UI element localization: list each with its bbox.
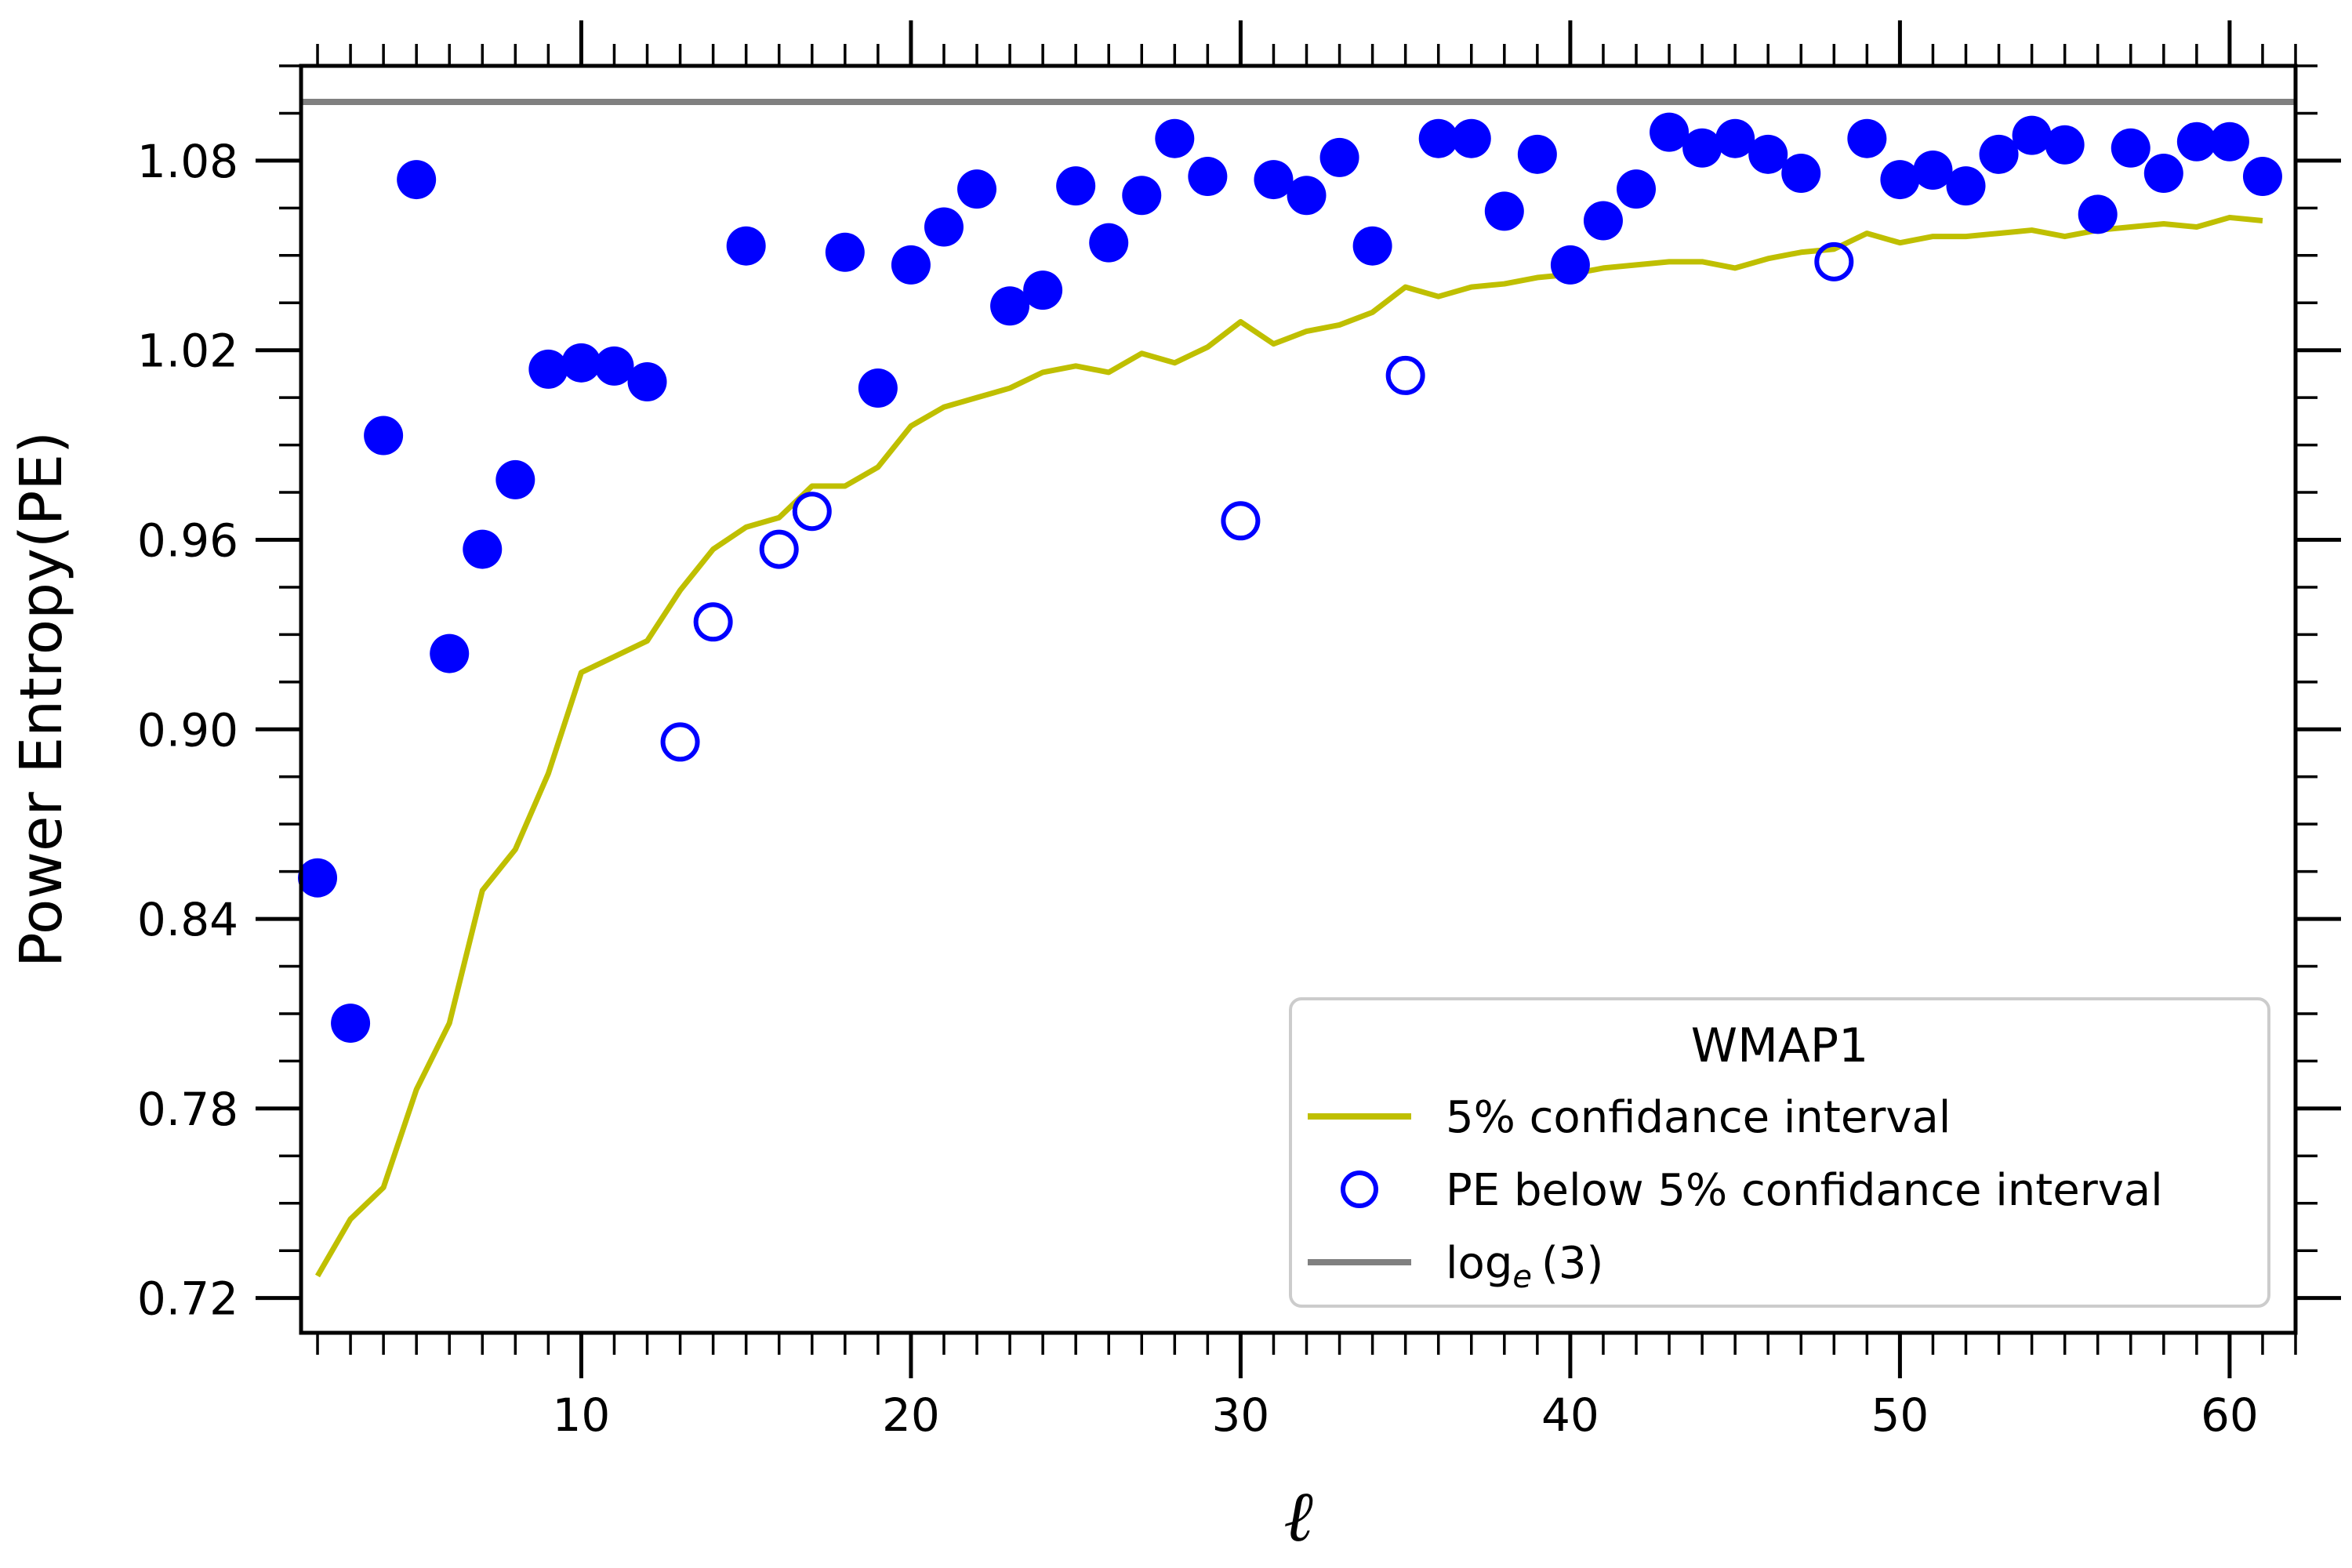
legend-below-label: PE below 5% confidance interval <box>1446 1165 2163 1216</box>
pe-below-point <box>1385 355 1425 395</box>
legend-reference-label: loge (3) <box>1446 1238 1603 1295</box>
pe-point <box>1748 134 1788 174</box>
x-tick-label: 30 <box>1212 1388 1270 1442</box>
y-tick-label: 0.90 <box>137 703 238 757</box>
pe-point <box>858 368 898 408</box>
y-tick-label: 0.96 <box>137 514 238 567</box>
pe-point <box>1352 226 1392 266</box>
pe-point <box>298 858 338 898</box>
pe-point <box>1583 201 1623 241</box>
pe-point <box>2242 157 2282 197</box>
pe-point <box>1089 223 1129 263</box>
x-tick-label: 20 <box>882 1388 940 1442</box>
pe-point <box>1484 191 1524 231</box>
pe-point <box>2078 194 2118 234</box>
pe-point <box>726 226 766 266</box>
pe-below-point <box>693 602 733 642</box>
pe-point <box>924 207 964 247</box>
pe-point <box>1023 270 1063 310</box>
pe-point <box>1418 118 1458 158</box>
y-tick-label: 0.78 <box>137 1083 238 1136</box>
pe-point <box>364 416 404 456</box>
pe-point <box>1880 160 1920 200</box>
pe-below-point <box>1814 241 1854 281</box>
pe-below-point <box>759 529 799 569</box>
pe-point <box>1188 157 1228 197</box>
pe-point <box>430 633 470 673</box>
pe-points <box>298 112 2282 1044</box>
pe-point <box>331 1004 371 1044</box>
pe-point <box>397 160 437 200</box>
legend-reference-arg: (3) <box>1541 1238 1603 1289</box>
pe-point <box>1847 118 1887 158</box>
pe-point <box>1913 150 1953 190</box>
pe-point <box>1122 176 1162 216</box>
pe-point <box>1617 169 1657 209</box>
pe-point <box>528 349 568 389</box>
x-tick-label: 10 <box>553 1388 611 1442</box>
y-tick-label: 0.72 <box>137 1272 238 1326</box>
x-axis-title: ℓ <box>1283 1475 1313 1558</box>
plot-frame <box>299 64 2298 1335</box>
pe-point <box>594 346 634 386</box>
pe-point <box>891 245 931 285</box>
pe-point <box>1155 118 1195 158</box>
legend-title: WMAP1 <box>1691 1018 1869 1073</box>
pe-point <box>990 286 1030 326</box>
legend: WMAP1 5% confidance interval PE below 5%… <box>1289 997 2270 1308</box>
y-tick-label: 1.08 <box>137 135 238 188</box>
pe-point <box>1550 245 1590 285</box>
pe-point <box>2143 154 2183 194</box>
y-axis-title: Power Entropy(PE) <box>8 431 75 967</box>
pe-point <box>495 459 535 499</box>
pe-point <box>825 232 865 272</box>
pe-point <box>2012 115 2052 155</box>
pe-below-point <box>792 492 832 532</box>
pe-point <box>1517 134 1557 174</box>
pe-point <box>1056 166 1096 206</box>
pe-point <box>561 343 601 383</box>
confidence-interval-line <box>314 214 2263 1278</box>
pe-point <box>1451 118 1491 158</box>
x-tick-labels: 10 20 30 40 50 60 <box>553 1388 2259 1442</box>
pe-point <box>2176 122 2216 162</box>
y-tick-label: 1.02 <box>137 325 238 378</box>
legend-reference-base: log <box>1446 1238 1512 1289</box>
pe-point <box>463 529 503 569</box>
pe-point <box>1715 118 1755 158</box>
pe-point <box>1287 176 1327 216</box>
pe-point <box>1781 154 1821 194</box>
axis-ticks <box>256 20 2341 1378</box>
pe-point <box>1946 166 1986 206</box>
pe-point <box>957 169 997 209</box>
x-tick-label: 50 <box>1871 1388 1929 1442</box>
pe-point <box>1254 160 1294 200</box>
pe-point <box>1682 128 1722 168</box>
legend-reference-sub: e <box>1512 1259 1532 1295</box>
y-tick-labels: 0.72 0.78 0.84 0.90 0.96 1.02 1.08 <box>137 135 238 1326</box>
pe-point <box>1650 112 1690 152</box>
pe-point <box>1979 134 2019 174</box>
plot-area <box>298 98 2296 1278</box>
pe-point <box>1319 137 1359 177</box>
pe-point <box>627 361 667 401</box>
pe-below-point <box>1221 501 1261 541</box>
x-tick-label: 40 <box>1541 1388 1599 1442</box>
pe-point <box>2111 128 2151 168</box>
legend-confidence-label: 5% confidance interval <box>1446 1092 1951 1143</box>
y-tick-label: 0.84 <box>137 893 238 946</box>
legend-open-circle-swatch <box>1341 1171 1378 1208</box>
legend-box <box>1289 997 2270 1308</box>
x-tick-label: 60 <box>2201 1388 2259 1442</box>
pe-below-interval-points <box>660 241 1854 762</box>
pe-point <box>2045 125 2085 165</box>
pe-point <box>2209 122 2249 162</box>
pe-below-point <box>660 722 700 762</box>
